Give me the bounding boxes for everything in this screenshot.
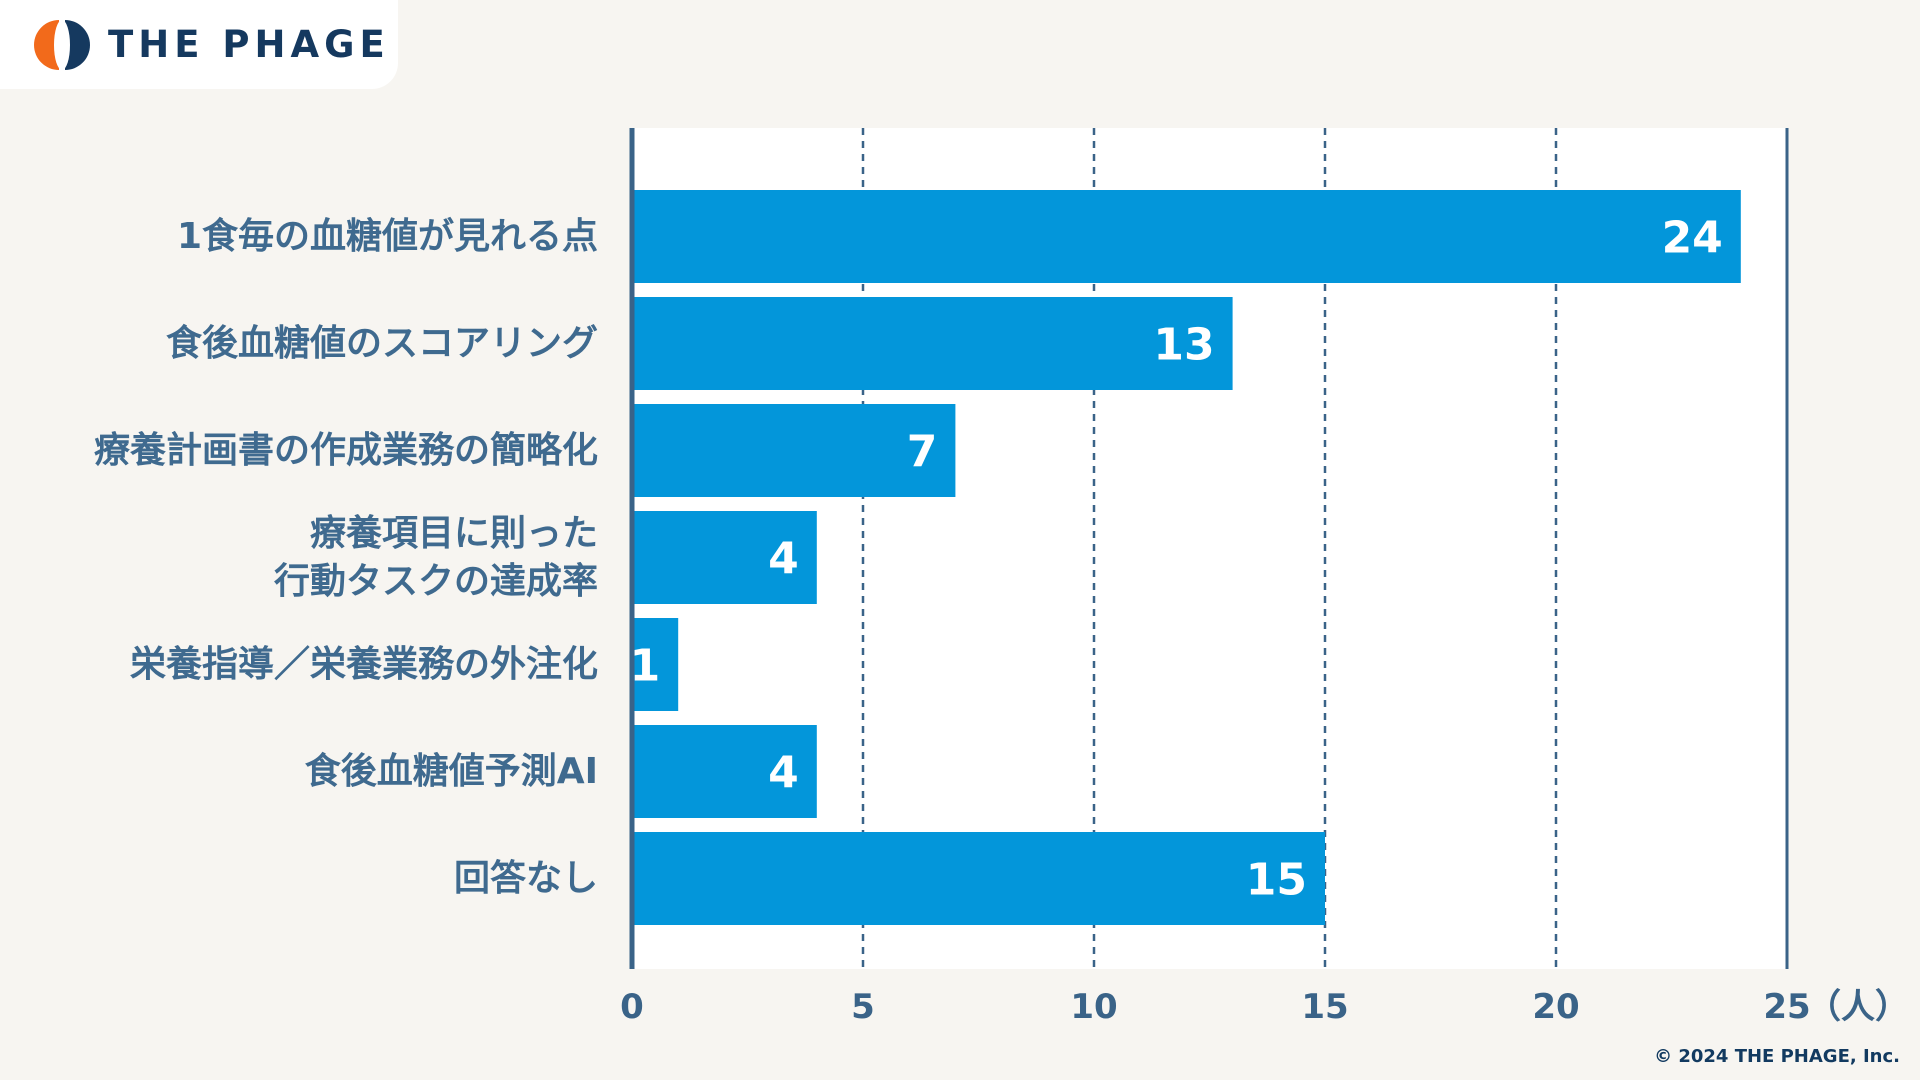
x-tick-label: 20 <box>1532 987 1579 1027</box>
category-label: 食後血糖値のスコアリング <box>165 322 598 364</box>
x-unit-label: （人） <box>1807 987 1909 1027</box>
bar-value-label: 15 <box>1246 855 1307 906</box>
bar-value-label: 7 <box>907 427 938 478</box>
bar-1 <box>632 297 1233 390</box>
x-tick-label: 15 <box>1301 987 1348 1027</box>
category-label: 療養項目に則った 行動タスクの達成率 <box>273 512 598 602</box>
bar-value-label: 1 <box>630 641 661 692</box>
category-label: 1食毎の血糖値が見れる点 <box>176 215 598 257</box>
x-tick-label: 25 <box>1763 987 1810 1027</box>
bar-value-label: 24 <box>1662 213 1723 264</box>
brand-logo: THE PHAGE <box>0 0 398 89</box>
bar-value-label: 4 <box>768 534 799 585</box>
brand-name: THE PHAGE <box>108 23 390 66</box>
bar-5 <box>632 725 817 818</box>
bar-value-label: 4 <box>768 748 799 799</box>
bar-0 <box>632 190 1741 283</box>
bar-3 <box>632 511 817 604</box>
category-label: 療養計画書の作成業務の簡略化 <box>93 429 598 471</box>
bar-6 <box>632 832 1325 925</box>
bar-2 <box>632 404 956 497</box>
copyright-notice: © 2024 THE PHAGE, Inc. <box>1654 1046 1900 1067</box>
bar-value-label: 13 <box>1153 320 1214 371</box>
x-tick-label: 5 <box>851 987 875 1027</box>
x-tick-label: 0 <box>620 987 644 1027</box>
category-label: 食後血糖値予測AI <box>304 750 598 792</box>
category-label: 栄養指導／栄養業務の外注化 <box>129 643 598 685</box>
x-tick-label: 10 <box>1070 987 1117 1027</box>
phage-logo-icon <box>34 20 90 70</box>
category-label: 回答なし <box>453 857 598 899</box>
bar-4 <box>632 618 679 711</box>
